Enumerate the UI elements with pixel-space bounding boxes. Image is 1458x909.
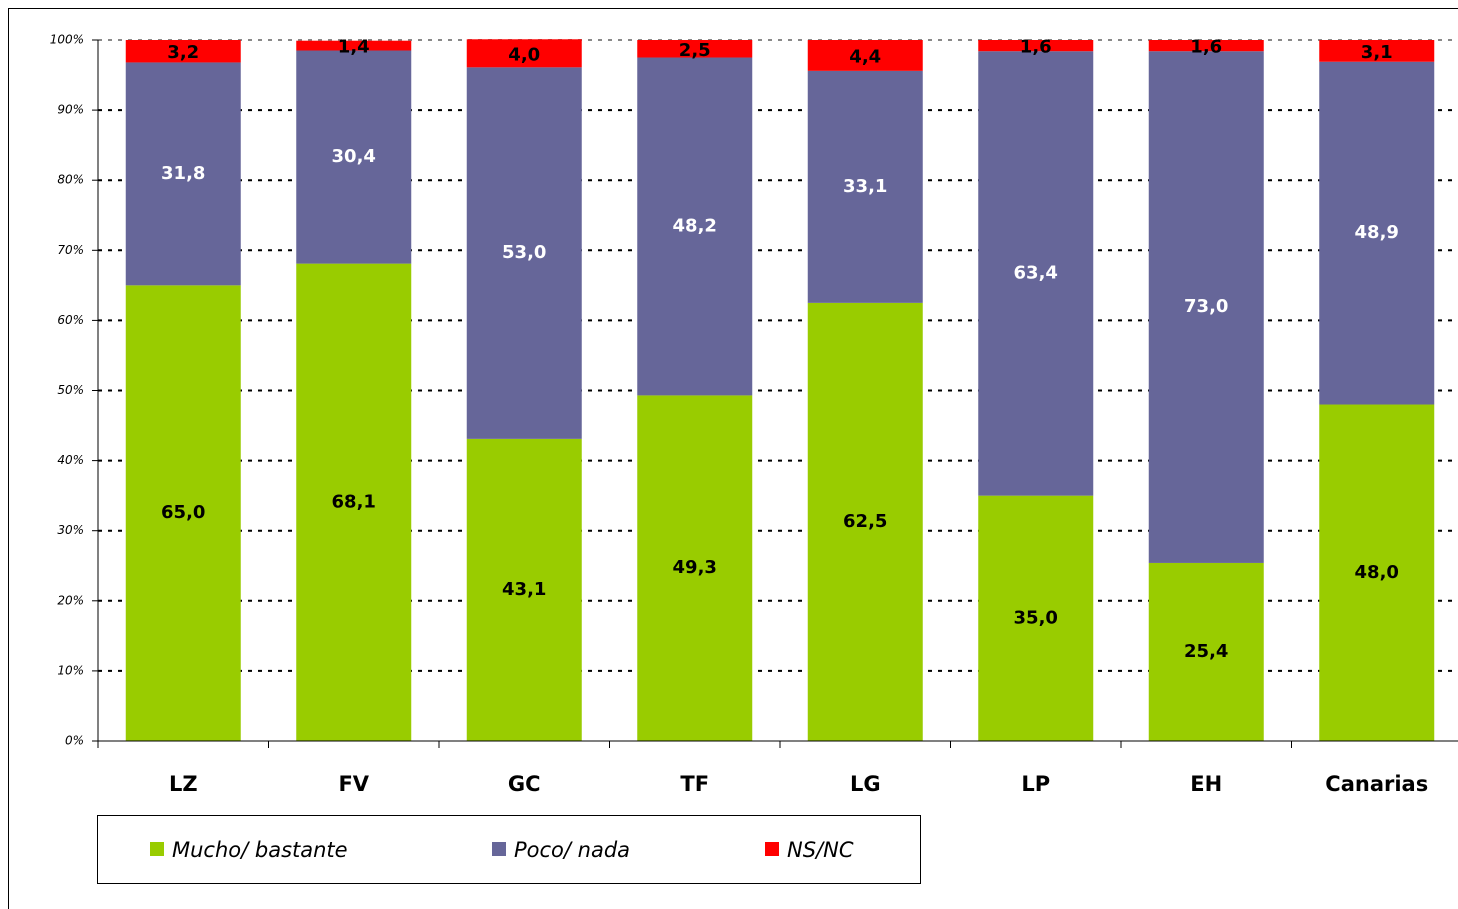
bar-segment — [466, 67, 582, 439]
bar-segment — [637, 395, 753, 741]
y-tick-label: 80% — [57, 173, 84, 187]
data-label: 63,4 — [1014, 262, 1058, 283]
data-label: 33,1 — [843, 176, 887, 197]
legend-label: NS/NC — [787, 838, 854, 862]
x-tick-label: GC — [508, 772, 541, 796]
x-tick-label: LP — [1021, 772, 1050, 796]
bar-segment — [296, 40, 412, 51]
bar-segment — [1319, 404, 1435, 741]
x-tick-label: LG — [850, 772, 881, 796]
data-label: 62,5 — [843, 511, 887, 532]
y-tick-label: 50% — [57, 383, 84, 397]
y-tick-label: 90% — [57, 103, 84, 117]
legend-label: Poco/ nada — [514, 838, 630, 862]
data-label: 65,0 — [161, 502, 205, 523]
y-tick-label: 100% — [50, 33, 84, 47]
bar-segment — [1319, 40, 1435, 62]
data-label: 53,0 — [502, 242, 546, 263]
bar-segment — [637, 57, 753, 396]
bar-segment — [1148, 562, 1264, 741]
bar-segment — [978, 40, 1094, 52]
x-tick-label: TF — [680, 772, 709, 796]
bar-segment — [466, 39, 582, 68]
bar-segment — [807, 70, 923, 303]
data-label: 1,4 — [338, 37, 370, 58]
legend-label: Mucho/ bastante — [172, 838, 348, 862]
data-label: 1,6 — [1190, 37, 1222, 58]
y-tick-label: 40% — [57, 453, 84, 467]
data-label: 30,4 — [332, 146, 376, 167]
data-label: 43,1 — [502, 579, 546, 600]
bar-segment — [637, 40, 753, 58]
y-tick-label: 0% — [65, 734, 84, 748]
bar-segment — [125, 40, 241, 63]
bar-segment — [978, 495, 1094, 741]
data-label: 68,1 — [332, 491, 376, 512]
bar-segment — [125, 62, 241, 286]
x-tick-label: EH — [1190, 772, 1222, 796]
data-label: 35,0 — [1014, 607, 1058, 628]
data-label: 49,3 — [673, 557, 717, 578]
x-tick-label: Canarias — [1325, 772, 1428, 796]
frame — [8, 8, 1458, 909]
bar-segment — [1148, 40, 1264, 52]
data-label: 48,0 — [1355, 562, 1399, 583]
bar-segment — [807, 40, 923, 71]
data-label: 4,4 — [849, 46, 881, 67]
legend-swatch — [492, 842, 506, 856]
y-tick-label: 60% — [57, 313, 84, 327]
x-tick-label: LZ — [169, 772, 198, 796]
y-tick-label: 70% — [57, 243, 84, 257]
data-label: 1,6 — [1020, 37, 1052, 58]
data-label: 4,0 — [508, 44, 540, 65]
y-tick-label: 20% — [57, 593, 84, 607]
data-label: 25,4 — [1184, 641, 1228, 662]
data-label: 3,2 — [167, 42, 199, 63]
bar-segment — [296, 263, 412, 741]
bar-segment — [807, 302, 923, 741]
bar-segment — [978, 51, 1094, 496]
data-label: 2,5 — [679, 40, 711, 61]
bar-segment — [125, 285, 241, 741]
bar-segment — [296, 50, 412, 264]
data-label: 31,8 — [161, 163, 205, 184]
data-label: 48,2 — [673, 215, 717, 236]
bar-segment — [1148, 51, 1264, 563]
legend — [97, 815, 921, 884]
y-tick-label: 30% — [57, 523, 84, 537]
data-label: 48,9 — [1355, 222, 1399, 243]
y-tick-label: 10% — [57, 663, 84, 677]
legend-swatch — [765, 842, 779, 856]
legend-swatch — [150, 842, 164, 856]
data-label: 3,1 — [1361, 42, 1393, 63]
data-label: 73,0 — [1184, 296, 1228, 317]
x-tick-label: FV — [338, 772, 369, 796]
bar-segment — [1319, 61, 1435, 405]
bar-segment — [466, 438, 582, 741]
